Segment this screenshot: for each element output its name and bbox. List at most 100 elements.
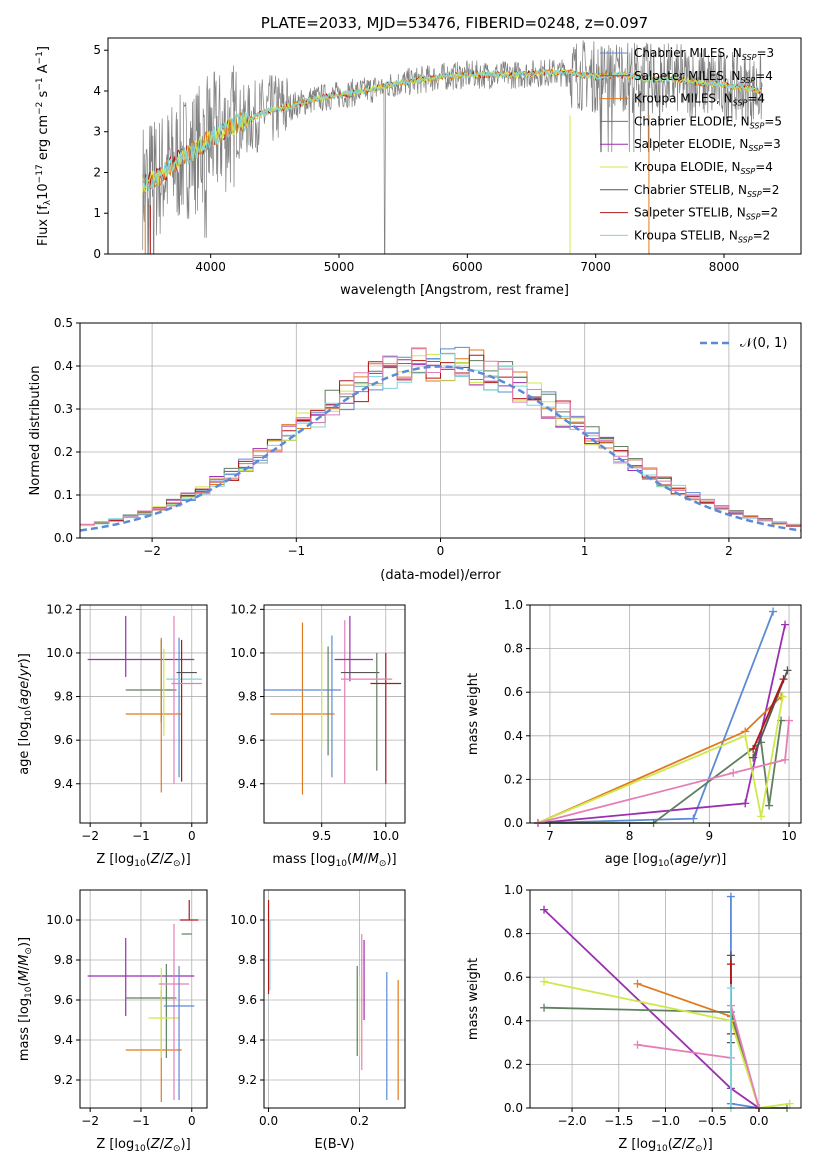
- legend-label: Kroupa ELODIE, N: [634, 160, 741, 174]
- legend-suffix: =4: [755, 160, 773, 174]
- y-tick-label: 0.4: [504, 1014, 523, 1028]
- x-tick-label: 0.0: [749, 1114, 768, 1128]
- y-tick-label: 10.0: [230, 913, 257, 927]
- legend-subscript: SSP: [741, 76, 756, 85]
- legend-entry: Chabrier STELIB, NSSP=2: [634, 183, 779, 199]
- legend-label: Chabrier STELIB, N: [634, 183, 747, 197]
- weight-point-marker: [781, 620, 790, 629]
- y-tick-label: 10.2: [46, 602, 73, 616]
- axes-frame: [529, 604, 802, 824]
- x-tick-label: 9: [706, 829, 714, 843]
- mass-vs-Z-chart: −2 −1 0 9.2 9.4 9.6 9.8 10.0 Z [log10(Z/Z⊙)] mass…: [17, 889, 208, 1154]
- y-tick-label: 10.0: [46, 913, 73, 927]
- weight-point-marker: [726, 984, 735, 993]
- weight-point-marker: [633, 979, 642, 988]
- legend-label: Salpeter ELODIE, N: [634, 137, 748, 151]
- x-tick-label: −2: [81, 1114, 99, 1128]
- y-tick-label: 9.6: [54, 993, 73, 1007]
- x-tick-label: 7: [546, 829, 554, 843]
- axes-frame: [263, 889, 406, 1109]
- axes-frame: [263, 604, 406, 824]
- weight-point-marker: [785, 1099, 794, 1108]
- weight-point-marker: [778, 692, 787, 701]
- x-tick-label: 6000: [452, 260, 483, 274]
- legend-suffix: =3: [763, 137, 781, 151]
- legend-entry: Kroupa STELIB, NSSP=2: [634, 228, 770, 244]
- weight-point-marker: [729, 768, 738, 777]
- legend-suffix: =4: [747, 92, 765, 106]
- legend-label: Kroupa MILES, N: [634, 92, 733, 106]
- legend-subscript: SSP: [742, 53, 757, 62]
- y-tick-label: 10.0: [230, 646, 257, 660]
- x-tick-label: 0.2: [350, 1114, 369, 1128]
- axes-frame: [79, 889, 208, 1109]
- x-tick-label: 7000: [580, 260, 611, 274]
- spectrum-chart: 4000 5000 6000 7000 8000 0 1 2 3 4 5 PLATE=2033, MJ…: [35, 14, 802, 298]
- x-tick-label: 5000: [324, 260, 355, 274]
- x-tick-label: −0.5: [698, 1114, 727, 1128]
- legend-suffix: =4: [755, 69, 773, 83]
- y-tick-label: 5: [93, 43, 101, 57]
- x-tick-label: −2: [143, 544, 161, 558]
- y-tick-label: 10.0: [46, 646, 73, 660]
- legend-label: Salpeter MILES, N: [634, 69, 741, 83]
- legend-subscript: SSP: [747, 190, 762, 199]
- y-tick-label: 0: [93, 247, 101, 261]
- x-axis-label: (data-model)/error: [380, 568, 501, 583]
- y-tick-label: 9.6: [54, 733, 73, 747]
- gaussian-curve: [79, 365, 802, 532]
- legend-subscript: SSP: [750, 121, 765, 130]
- y-tick-label: 0.0: [504, 1101, 523, 1115]
- x-tick-label: −1: [287, 544, 305, 558]
- legend-subscript: SSP: [738, 235, 753, 244]
- x-tick-label: 10.0: [372, 829, 399, 843]
- legend-subscript: SSP: [733, 99, 748, 108]
- weight-point-marker: [769, 607, 778, 616]
- y-tick-label: 0.0: [54, 531, 73, 545]
- x-tick-label: 1: [581, 544, 589, 558]
- y-tick-label: 0.1: [54, 488, 73, 502]
- y-tick-label: 0.2: [504, 1057, 523, 1071]
- weight-point-marker: [779, 675, 788, 684]
- y-axis-label: age [log10(age/yr)]: [17, 653, 34, 775]
- legend-suffix: =5: [764, 114, 782, 128]
- legend-entry: Chabrier MILES, NSSP=3: [634, 46, 774, 62]
- y-tick-label: 9.6: [238, 993, 257, 1007]
- legend-entry: Kroupa ELODIE, NSSP=4: [634, 160, 773, 176]
- weight-point-marker: [785, 716, 794, 725]
- x-tick-label: 0.0: [259, 1114, 278, 1128]
- y-tick-label: 4: [93, 84, 101, 98]
- y-tick-label: 0.4: [504, 729, 523, 743]
- weight-series-line: [752, 678, 785, 750]
- weight-point-marker: [689, 814, 698, 823]
- y-tick-label: 1.0: [504, 598, 523, 612]
- y-tick-label: 9.8: [54, 953, 73, 967]
- legend-suffix: =2: [762, 183, 780, 197]
- legend-entry: Chabrier ELODIE, NSSP=5: [634, 114, 782, 130]
- x-axis-label: E(B-V): [314, 1137, 354, 1152]
- weight-point-marker: [749, 753, 758, 762]
- legend-suffix: =3: [756, 46, 774, 60]
- y-tick-label: 0.4: [54, 359, 73, 373]
- x-axis-label: Z [log10(Z/Z⊙)]: [618, 1137, 712, 1154]
- y-tick-label: 9.4: [54, 777, 73, 791]
- age-vs-mass-chart: 9.5 10.0 9.4 9.6 9.8 10.0 10.2 mass [log10(M/M⊙…: [230, 602, 406, 869]
- histogram-step: [80, 353, 801, 526]
- y-axis-label: mass weight: [466, 958, 481, 1040]
- weight-point-marker: [540, 977, 549, 986]
- axes-frame: [107, 37, 802, 255]
- legend-subscript: SSP: [748, 144, 763, 153]
- y-tick-label: 0.6: [504, 685, 523, 699]
- x-axis-label: age [log10(age/yr)]: [605, 852, 727, 869]
- y-tick-label: 9.8: [54, 690, 73, 704]
- legend-entry: Salpeter STELIB, NSSP=2: [634, 206, 778, 222]
- x-axis-label: Z [log10(Z/Z⊙)]: [96, 852, 190, 869]
- legend-entry: Kroupa MILES, NSSP=4: [634, 92, 765, 108]
- x-tick-label: 8000: [709, 260, 740, 274]
- legend-label: 𝒩(0, 1): [740, 336, 787, 351]
- legend-subscript: SSP: [746, 213, 761, 222]
- weight-point-marker: [741, 799, 750, 808]
- y-tick-label: 0.8: [504, 927, 523, 941]
- x-tick-label: −2: [81, 829, 99, 843]
